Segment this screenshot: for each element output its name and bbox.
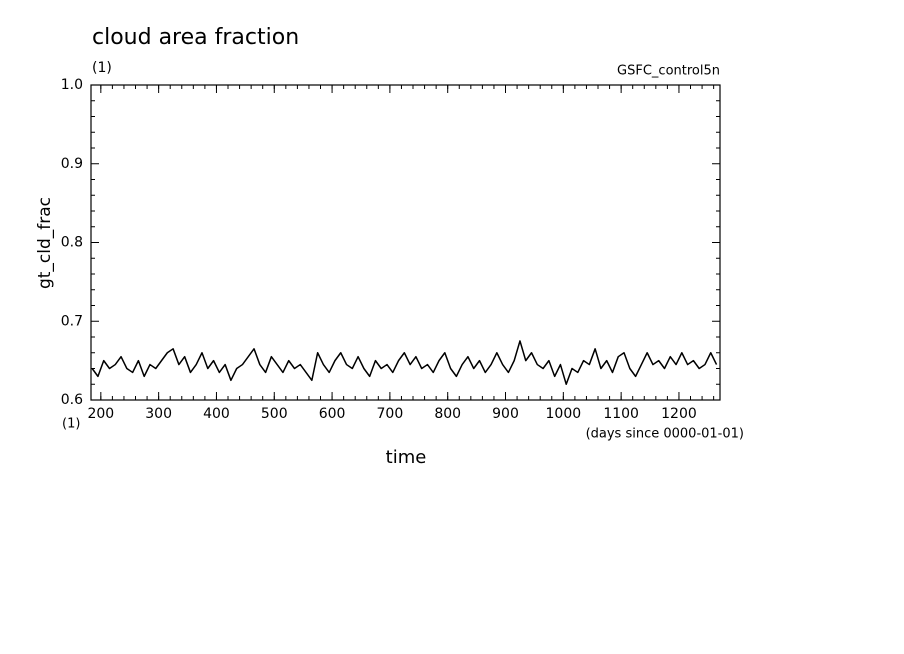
chart-title: cloud area fraction xyxy=(92,25,299,50)
subtitle: (1) xyxy=(92,60,112,76)
x-units: (days since 0000-01-01) xyxy=(586,427,744,442)
y-tick-label: 0.9 xyxy=(61,156,83,172)
annotation: GSFC_control5n xyxy=(617,64,720,79)
x-tick-label: 900 xyxy=(492,406,519,422)
y-tick-label: 1.0 xyxy=(61,77,83,93)
y-tick-label: 0.6 xyxy=(61,392,83,408)
x-tick-label: 1200 xyxy=(661,406,697,422)
y-units: (1) xyxy=(62,417,80,432)
x-tick-label: 1100 xyxy=(603,406,639,422)
data-line xyxy=(91,340,718,385)
x-tick-label: 600 xyxy=(319,406,346,422)
x-tick-label: 200 xyxy=(87,406,114,422)
x-tick-label: 1000 xyxy=(546,406,582,422)
x-tick-label: 700 xyxy=(377,406,404,422)
x-tick-label: 500 xyxy=(261,406,288,422)
y-tick-label: 0.8 xyxy=(61,235,83,251)
y-tick-label: 0.7 xyxy=(61,313,83,329)
y-axis-label: gt_cld_frac xyxy=(35,197,55,289)
x-tick-label: 800 xyxy=(434,406,461,422)
x-tick-label: 300 xyxy=(145,406,172,422)
x-tick-label: 400 xyxy=(203,406,230,422)
x-axis-label: time xyxy=(386,447,427,468)
